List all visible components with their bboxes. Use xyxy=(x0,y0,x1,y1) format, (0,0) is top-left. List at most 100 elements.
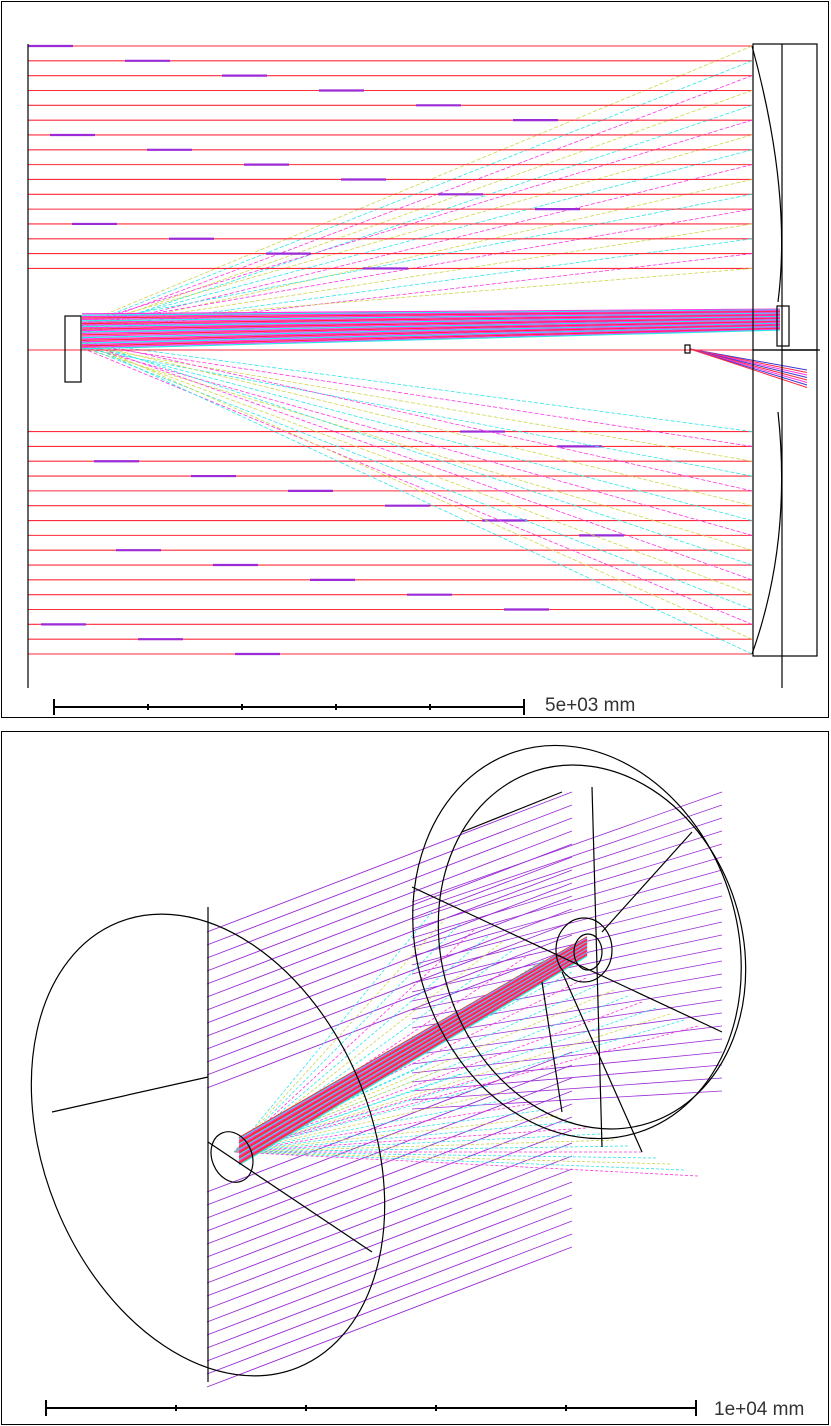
rear-strut-b xyxy=(591,786,603,1148)
central-beam-ray xyxy=(81,324,781,341)
reflected-ray xyxy=(81,341,753,655)
ray-bundle xyxy=(28,44,820,656)
central-beam-ray xyxy=(238,952,588,1162)
central-beam-ray xyxy=(81,323,781,340)
reflected-ray xyxy=(233,929,475,1153)
central-beam-ray xyxy=(238,945,588,1152)
incoming-ray xyxy=(206,1181,573,1323)
incoming-ray xyxy=(411,856,723,948)
incoming-ray xyxy=(411,947,723,1011)
detector-core xyxy=(573,933,603,971)
reflected-ray xyxy=(233,1127,587,1153)
front-horizontal-strut xyxy=(51,1076,209,1113)
primary-mirror-curve-upper xyxy=(751,45,783,303)
incoming-ray xyxy=(411,869,723,957)
central-beam-ray xyxy=(81,309,781,316)
central-beam-ray xyxy=(81,322,781,339)
reflected-ray xyxy=(233,1139,615,1153)
incoming-ray xyxy=(411,817,723,921)
central-beam-ray xyxy=(81,311,781,319)
secondary-mirror xyxy=(64,315,82,383)
incoming-ray xyxy=(206,1051,573,1193)
reflected-ray xyxy=(81,119,753,325)
central-beam-ray xyxy=(81,319,781,333)
reflected-ray xyxy=(81,339,753,492)
central-beam-ray xyxy=(238,950,588,1160)
incoming-ray xyxy=(206,1168,573,1310)
central-beam-ray xyxy=(238,940,588,1144)
reflected-ray xyxy=(81,179,753,333)
reflected-ray xyxy=(233,1013,671,1153)
reflected-ray xyxy=(81,238,753,331)
central-beam-ray xyxy=(81,315,781,326)
central-beam-ray xyxy=(81,312,781,322)
optics-outline xyxy=(27,43,820,688)
incoming-ray xyxy=(206,934,573,1076)
reflected-ray xyxy=(81,343,753,596)
incoming-ray xyxy=(206,947,573,1089)
central-beam-ray xyxy=(81,311,781,320)
central-beam-ray xyxy=(238,939,588,1143)
rear-strut-c xyxy=(601,831,693,933)
reflected-ray xyxy=(233,1019,685,1153)
incoming-ray xyxy=(206,1246,573,1388)
incoming-ray xyxy=(411,1038,723,1074)
central-beam-ray xyxy=(81,317,781,330)
reflected-ray xyxy=(81,345,753,462)
fold-mirror xyxy=(684,344,691,354)
reflected-ray xyxy=(233,1151,685,1171)
reflected-ray xyxy=(233,1151,657,1159)
exit-ray xyxy=(689,348,808,388)
incoming-ray xyxy=(411,1051,723,1083)
optics-outline-3d xyxy=(30,744,747,1382)
reflected-ray xyxy=(81,223,753,329)
incoming-ray xyxy=(206,1194,573,1336)
reflected-ray xyxy=(81,193,753,325)
reflected-ray xyxy=(233,1007,657,1153)
central-beam-ray xyxy=(238,938,588,1141)
reflected-ray xyxy=(233,1097,517,1153)
reflected-ray xyxy=(233,1109,545,1153)
reflected-ray xyxy=(81,343,753,521)
top-view-panel: 5e+03 mm xyxy=(1,1,829,718)
reflected-ray xyxy=(81,347,753,625)
detector-ring xyxy=(555,917,613,983)
reflected-ray xyxy=(233,923,461,1153)
reflected-ray xyxy=(81,345,753,610)
reflected-ray xyxy=(81,253,753,333)
central-beam-ray xyxy=(81,310,781,318)
rear-outer-ring xyxy=(412,744,742,1140)
central-beam-ray xyxy=(81,313,781,323)
central-beam-ray xyxy=(81,321,781,337)
central-beam-ray xyxy=(238,937,588,1140)
iso-view-panel: 1e+04 mm xyxy=(1,731,829,1425)
top-scale-bar xyxy=(53,699,525,715)
reflected-ray xyxy=(233,989,615,1153)
central-beam-ray xyxy=(238,953,588,1163)
incoming-ray xyxy=(206,1233,573,1375)
incoming-ray xyxy=(206,1155,573,1297)
central-beam-ray xyxy=(81,321,781,336)
central-beam-ray xyxy=(81,328,781,348)
incoming-ray xyxy=(206,1142,573,1284)
rear-strut-a xyxy=(411,886,723,1033)
reflected-ray xyxy=(233,1025,699,1153)
central-beam-ray xyxy=(81,314,781,325)
rear-mirror-ring xyxy=(437,764,747,1130)
reflected-ray xyxy=(81,339,753,566)
central-beam-ray xyxy=(81,325,781,343)
central-beam-ray xyxy=(81,316,781,327)
reflected-ray xyxy=(81,104,753,333)
central-beam-ray xyxy=(238,946,588,1153)
incoming-ray xyxy=(206,1077,573,1219)
central-beam-ray xyxy=(238,955,588,1166)
detector-assembly xyxy=(776,305,790,347)
iso-scale-label: 1e+04 mm xyxy=(714,1399,805,1420)
incoming-ray xyxy=(411,1025,723,1065)
reflected-ray xyxy=(81,341,753,507)
reflected-ray xyxy=(233,1133,601,1153)
reflected-ray xyxy=(233,1145,629,1153)
central-beam-ray xyxy=(238,954,588,1165)
reflected-ray xyxy=(233,1115,559,1153)
incoming-ray xyxy=(206,869,573,1011)
